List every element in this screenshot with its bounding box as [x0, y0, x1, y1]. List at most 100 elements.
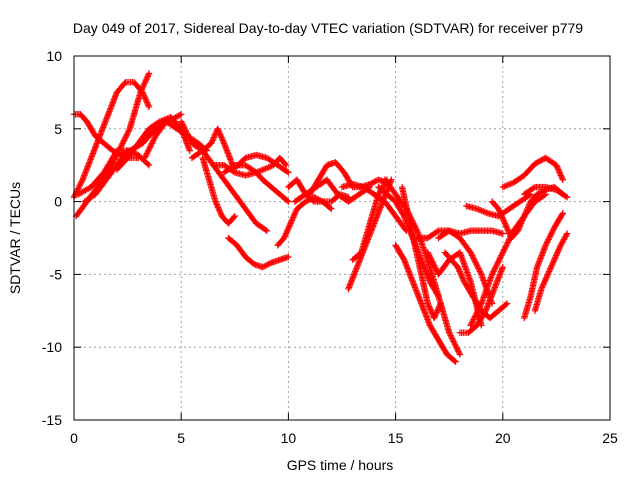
data-point: [184, 131, 191, 138]
data-point: [545, 269, 552, 277]
data-series: [231, 151, 292, 176]
data-point: [499, 183, 506, 191]
data-point: [549, 261, 556, 268]
data-point: [143, 74, 151, 82]
data-point: [468, 250, 475, 258]
data-series: [456, 263, 506, 336]
data-point: [138, 86, 145, 93]
data-point: [179, 121, 186, 128]
data-point: [436, 301, 444, 309]
data-point: [501, 218, 508, 226]
data-point: [282, 231, 289, 239]
data-point: [552, 252, 560, 259]
data-point: [370, 178, 378, 186]
data-point: [432, 311, 439, 319]
data-point: [215, 205, 222, 213]
chart-title: Day 049 of 2017, Sidereal Day-to-day VTE…: [73, 20, 583, 36]
data-point: [489, 269, 496, 277]
data-point: [547, 265, 554, 272]
data-point: [424, 249, 431, 256]
data-point: [553, 163, 561, 170]
data-point: [425, 252, 433, 259]
data-point: [472, 311, 479, 319]
data-point: [544, 271, 552, 278]
data-point: [413, 226, 420, 233]
data-point: [476, 206, 484, 214]
data-point: [544, 237, 552, 245]
data-point: [186, 135, 193, 143]
x-tick-label: 5: [177, 430, 185, 446]
data-point: [450, 338, 457, 345]
data-point: [156, 118, 163, 125]
data-point: [451, 341, 459, 348]
data-point: [388, 176, 395, 183]
data-point: [75, 185, 82, 192]
data-point: [476, 266, 483, 274]
data-point: [499, 230, 506, 237]
data-point: [260, 263, 268, 270]
data-point: [562, 193, 569, 200]
data-series: [199, 154, 238, 227]
data-point: [448, 333, 455, 341]
data-point: [217, 131, 224, 138]
data-point: [77, 179, 85, 186]
data-point: [516, 223, 523, 230]
data-point: [214, 202, 221, 210]
data-point: [181, 125, 188, 132]
data-point: [558, 211, 566, 218]
data-point: [546, 233, 554, 240]
data-point: [549, 227, 557, 234]
data-point: [522, 210, 529, 217]
data-point: [292, 208, 299, 215]
y-tick-label: -15: [42, 412, 62, 428]
data-point: [503, 300, 511, 307]
data-point: [262, 226, 269, 234]
data-point: [141, 154, 148, 162]
data-point: [554, 247, 562, 255]
data-point: [123, 131, 131, 138]
data-point: [457, 271, 465, 278]
data-point: [180, 122, 187, 130]
data-point: [143, 150, 151, 157]
data-point: [535, 190, 542, 197]
data-point: [183, 128, 190, 135]
data-point: [435, 304, 442, 312]
data-point: [76, 182, 83, 189]
data-point: [185, 134, 193, 141]
data-point: [471, 314, 478, 322]
data-point: [558, 175, 566, 182]
data-point: [451, 339, 458, 347]
data-point: [542, 242, 549, 249]
data-point: [470, 255, 477, 262]
data-point: [533, 191, 541, 198]
data-point: [545, 268, 553, 275]
data-point: [121, 80, 128, 87]
data-point: [470, 316, 477, 323]
data-point: [495, 205, 502, 213]
x-tick-label: 0: [70, 430, 78, 446]
data-point: [259, 166, 266, 174]
data-point: [141, 80, 148, 87]
data-point: [519, 215, 527, 223]
data-point: [496, 255, 504, 262]
data-point: [182, 127, 189, 134]
data-point: [141, 93, 148, 100]
data-point: [290, 212, 297, 220]
data-point: [433, 228, 441, 235]
data-point: [452, 358, 459, 365]
data-point: [477, 269, 484, 277]
data-point: [471, 256, 478, 264]
data-point: [481, 208, 488, 216]
data-point: [553, 162, 560, 169]
data-point: [187, 137, 194, 144]
data-point: [447, 332, 454, 339]
data-point: [74, 186, 81, 194]
data-point: [216, 208, 224, 215]
data-point: [539, 282, 546, 290]
plot-frame: [73, 55, 611, 421]
y-tick-label: -10: [42, 339, 62, 355]
data-point: [456, 349, 463, 357]
data-point: [285, 198, 292, 205]
data-point: [497, 210, 504, 217]
data-point: [215, 128, 223, 135]
